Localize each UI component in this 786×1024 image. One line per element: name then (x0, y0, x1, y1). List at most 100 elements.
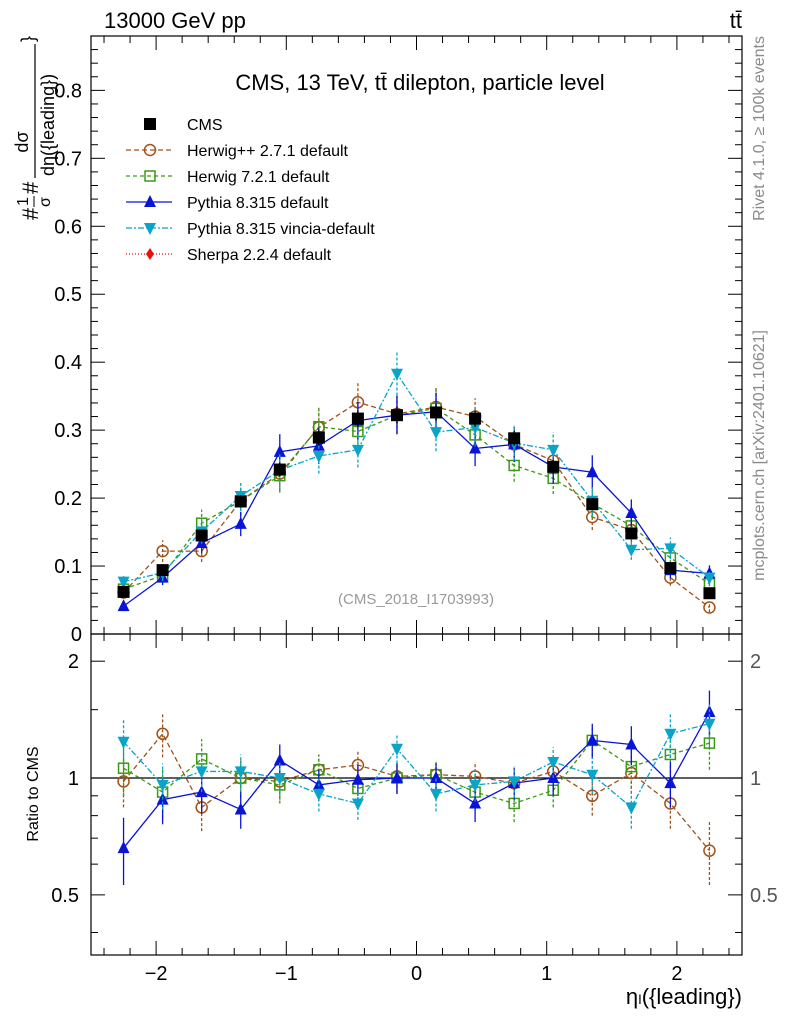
data-point (273, 444, 286, 457)
series-line (123, 401, 710, 609)
data-point (625, 506, 638, 519)
legend-label: Pythia 8.315 default (187, 195, 329, 212)
ratio-tick-label: 1 (68, 768, 79, 790)
x-tick-label: 2 (671, 963, 682, 985)
data-point (703, 601, 716, 614)
data-point (312, 450, 325, 463)
ratio-tick-label-right: 0.5 (750, 885, 778, 907)
main-plot: 0 0.1 0.2 0.3 0.4 0.5 0.6 0.7 0.8 (54, 35, 743, 955)
header-right: tt̄ (730, 8, 742, 33)
legend-entry: Herwig++ 2.7.1 default (126, 143, 349, 160)
ratio-point (469, 796, 482, 809)
ratio-point (156, 779, 169, 792)
x-axis-title: ηₗ({leading}) (626, 984, 742, 1009)
ratio-point (469, 779, 482, 792)
ratio-point (195, 753, 208, 765)
y-tick-label: 0.4 (54, 352, 82, 374)
series-line (123, 407, 710, 590)
legend-label: Sherpa 2.2.4 default (187, 247, 332, 264)
data-point (430, 427, 443, 440)
ratio-tick-label: 0.5 (51, 885, 79, 907)
data-point (117, 576, 130, 589)
ratio-y-label: Ratio to CMS (25, 746, 42, 841)
series-cms (117, 404, 716, 600)
legend-entry: Pythia 8.315 vincia-default (126, 221, 375, 238)
ratio-tick-label-right: 1 (750, 768, 761, 790)
ratio-line (123, 723, 710, 809)
ratio-point (703, 718, 716, 731)
legend-marker (144, 170, 156, 182)
ratio-pythia-8-315-vincia-default (117, 703, 716, 829)
legend-entry: Herwig 7.2.1 default (126, 169, 330, 186)
ratio-tick-label: 2 (68, 651, 79, 673)
legend-label: Pythia 8.315 vincia-default (187, 221, 375, 238)
ratio-point (664, 728, 677, 741)
y-label-hash: # (18, 181, 43, 194)
ratio-point (430, 788, 443, 801)
data-point (390, 368, 403, 381)
series-line (123, 411, 710, 607)
ratio-point (625, 737, 638, 750)
ratio-point (547, 756, 560, 769)
ratio-point (117, 775, 130, 788)
y-label-frac-den: σ (37, 197, 54, 207)
ratio-point (234, 802, 247, 815)
data-point (664, 562, 677, 575)
data-point (430, 406, 443, 419)
data-point (586, 465, 599, 478)
data-point (547, 444, 560, 457)
y-label-frac-num: 1 (15, 197, 32, 206)
y-tick-label: 0.5 (54, 284, 82, 306)
ratio-line (123, 711, 711, 849)
legend-label: Herwig++ 2.7.1 default (187, 143, 349, 160)
series-pythia-8-315-default (117, 392, 716, 612)
data-point (625, 544, 638, 557)
ratio-point (703, 737, 716, 749)
y-label-num: dσ (12, 131, 32, 152)
series-line (123, 372, 710, 583)
data-point (625, 527, 638, 540)
y-label-brace: } (18, 36, 38, 42)
data-point (156, 544, 169, 558)
data-point (195, 529, 208, 542)
y-tick-label: 0.1 (54, 556, 82, 578)
ratio-point (703, 844, 716, 857)
data-point (351, 412, 364, 425)
ratio-point (234, 766, 247, 779)
ratio-tick-label-right: 2 (750, 651, 761, 673)
data-point (273, 463, 286, 476)
data-point (469, 441, 482, 454)
legend-label: Herwig 7.2.1 default (187, 169, 330, 186)
data-point (312, 431, 325, 444)
chart-title: CMS, 13 TeV, tt̄ dilepton, particle leve… (235, 70, 604, 95)
legend-entry: CMS (144, 117, 223, 134)
ratio-point (586, 733, 599, 746)
ratio-line (123, 732, 710, 852)
ratio-point (351, 772, 364, 785)
ratio-point (390, 743, 403, 756)
legend-marker (144, 195, 156, 207)
data-point (351, 444, 364, 457)
ratio-point (664, 776, 677, 789)
legend-marker (146, 248, 154, 260)
data-point (703, 572, 716, 585)
legend-marker (144, 223, 156, 235)
legend-marker (143, 143, 157, 157)
header-left: 13000 GeV pp (104, 8, 246, 33)
data-point (703, 587, 716, 600)
legend-marker (144, 118, 156, 130)
y-tick-label: 0.7 (54, 148, 82, 170)
data-point (156, 564, 169, 577)
y-tick-label: 0.2 (54, 488, 82, 510)
y-tick-label: 0.3 (54, 420, 82, 442)
ratio-point (312, 788, 325, 801)
y-axis-title: # 1 σ # dσ dη({leading}) } (12, 36, 58, 220)
ratio-point (117, 736, 130, 749)
ratio-point (390, 771, 403, 784)
legend-entry: Sherpa 2.2.4 default (126, 247, 332, 264)
data-point (117, 599, 130, 612)
ratio-point (508, 776, 521, 789)
y-tick-label: 0.8 (54, 80, 82, 102)
ratio-point (273, 773, 286, 786)
x-tick-label: 0 (411, 963, 422, 985)
